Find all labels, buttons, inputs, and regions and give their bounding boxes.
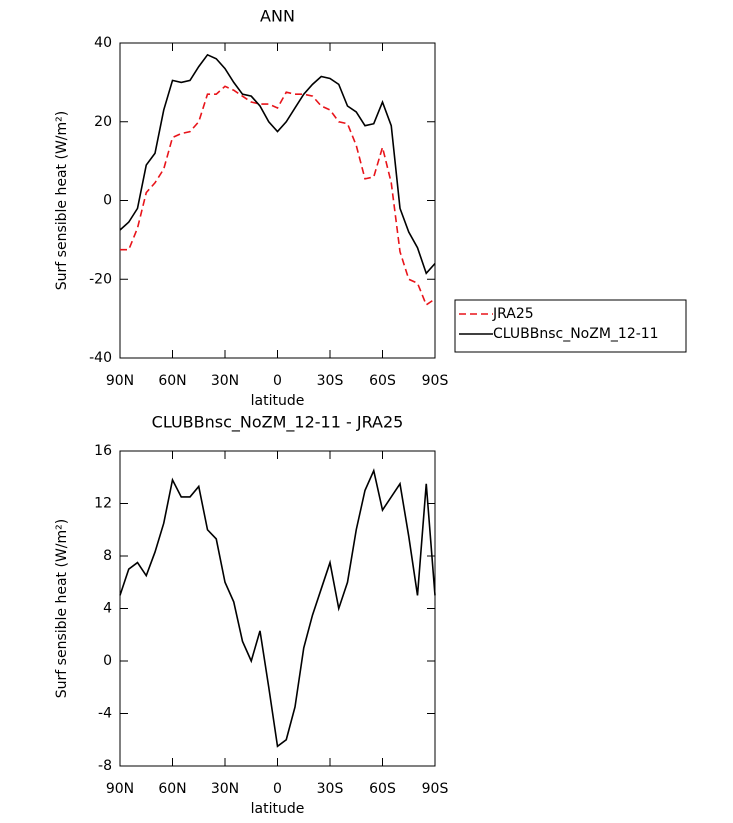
- legend-label: CLUBBnsc_NoZM_12-11: [493, 326, 659, 342]
- plot-frame: [119, 450, 436, 767]
- x-axis-label: latitude: [251, 801, 305, 817]
- panel: ANN 90N 60N 30N 0 30S 60S 90S -40 -20 0 20 40 latitud…: [54, 7, 687, 409]
- y-tick-label: 20: [94, 114, 112, 130]
- x-tick-label: 60S: [369, 781, 396, 797]
- y-tick-label: -20: [89, 271, 112, 287]
- y-tick-label: -8: [98, 758, 112, 774]
- chart-title: CLUBBnsc_NoZM_12-11 - JRA25: [152, 413, 404, 433]
- y-tick-label: 12: [94, 496, 112, 512]
- y-tick-label: 4: [103, 601, 112, 617]
- plot-frame: [119, 42, 436, 359]
- x-tick-label: 60N: [158, 781, 186, 797]
- data-line: [120, 85, 436, 307]
- y-axis-label: Surf sensible heat (W/m²): [54, 519, 70, 698]
- x-tick-label: 60S: [369, 373, 396, 389]
- x-tick-label: 30N: [211, 373, 239, 389]
- x-tick-label: 30N: [211, 781, 239, 797]
- x-tick-label: 0: [273, 373, 282, 389]
- y-axis-label: Surf sensible heat (W/m²): [54, 111, 70, 290]
- y-tick-label: 0: [103, 653, 112, 669]
- x-tick-label: 90S: [422, 373, 449, 389]
- legend-box: [454, 299, 687, 353]
- x-tick-label: 90N: [106, 781, 134, 797]
- legend-label: JRA25: [492, 306, 534, 322]
- y-tick-label: -4: [98, 706, 112, 722]
- y-tick-label: 0: [103, 193, 112, 209]
- x-tick-label: 60N: [158, 373, 186, 389]
- x-tick-label: 90S: [422, 781, 449, 797]
- legend: JRA25 CLUBBnsc_NoZM_12-11: [454, 299, 687, 353]
- y-tick-label: 16: [94, 443, 112, 459]
- x-tick-label: 30S: [317, 781, 344, 797]
- x-tick-label: 0: [273, 781, 282, 797]
- chart-title: ANN: [260, 7, 295, 26]
- data-line: [119, 53, 436, 275]
- y-tick-label: 40: [94, 35, 112, 51]
- x-tick-label: 90N: [106, 373, 134, 389]
- x-tick-label: 30S: [317, 373, 344, 389]
- x-axis-label: latitude: [251, 393, 305, 409]
- data-line: [119, 468, 436, 748]
- panel: CLUBBnsc_NoZM_12-11 - JRA25 90N 60N 30N 0 30S…: [54, 413, 448, 818]
- y-tick-label: -40: [89, 350, 112, 366]
- y-tick-label: 8: [103, 548, 112, 564]
